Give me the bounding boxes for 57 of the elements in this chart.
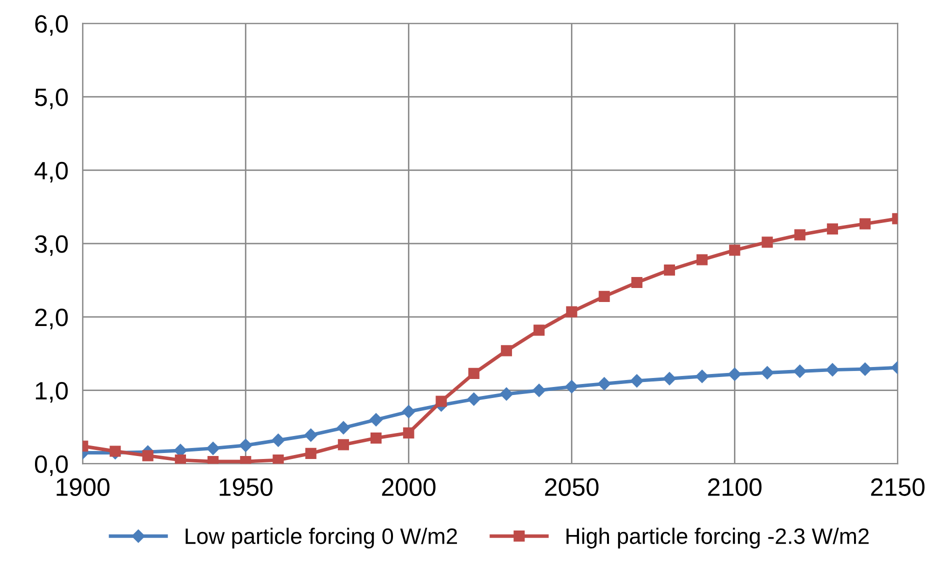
x-tick-label: 1900 xyxy=(56,478,110,496)
point xyxy=(402,405,416,418)
point xyxy=(664,264,676,276)
point xyxy=(174,454,186,464)
point xyxy=(468,368,480,380)
point xyxy=(762,236,773,248)
point xyxy=(336,421,350,434)
point xyxy=(631,276,642,288)
point xyxy=(206,442,220,455)
y-tick-label: 1,0 xyxy=(36,382,68,403)
point xyxy=(826,223,838,234)
point xyxy=(338,439,350,450)
point xyxy=(272,434,285,447)
point xyxy=(500,387,514,401)
point xyxy=(532,384,546,397)
point xyxy=(858,362,872,376)
point xyxy=(696,254,708,266)
point xyxy=(370,432,382,444)
x-tick-label: 2050 xyxy=(545,478,598,496)
point xyxy=(436,396,447,407)
point xyxy=(662,372,676,386)
point xyxy=(728,368,742,381)
point xyxy=(467,392,480,406)
point xyxy=(369,413,383,426)
y-tick-label: 2,0 xyxy=(35,308,68,330)
point xyxy=(826,363,840,376)
point xyxy=(598,377,611,390)
x-tick-label: 2150 xyxy=(871,478,925,496)
point xyxy=(598,290,610,302)
point xyxy=(630,374,644,388)
legend-label: High particle forcing -2.3 W/m2 xyxy=(566,528,869,548)
point xyxy=(110,446,121,457)
point xyxy=(794,229,806,240)
point xyxy=(500,345,512,356)
y-tick-label: 4,0 xyxy=(34,162,68,182)
point xyxy=(272,454,284,464)
y-tick-label: 5,0 xyxy=(34,88,68,110)
x-tick-label: 2000 xyxy=(382,478,436,496)
point xyxy=(305,448,316,460)
point xyxy=(239,438,252,452)
point xyxy=(729,244,740,256)
legend-label: Low particle forcing 0 W/m2 xyxy=(186,528,457,548)
x-tick-label: 1950 xyxy=(220,478,272,496)
point xyxy=(760,366,774,380)
y-tick-label: 6,0 xyxy=(35,15,68,36)
point xyxy=(695,370,709,383)
point xyxy=(566,306,578,318)
y-tick-label: 0,0 xyxy=(34,455,68,476)
point xyxy=(793,364,806,378)
point xyxy=(534,324,545,336)
x-tick-label: 2100 xyxy=(708,478,762,496)
point xyxy=(860,218,871,230)
point xyxy=(565,380,578,394)
point xyxy=(142,450,154,462)
point xyxy=(304,428,318,442)
point xyxy=(403,427,414,438)
y-tick-label: 3,0 xyxy=(34,235,68,256)
